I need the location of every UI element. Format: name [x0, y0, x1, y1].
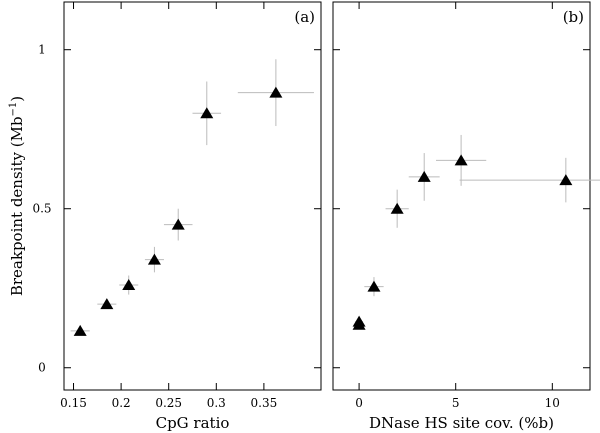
x-tick-label: 0.2: [112, 396, 131, 410]
x-tick-label: 0.35: [251, 396, 278, 410]
panel-label: (b): [563, 8, 584, 26]
plot-frame: [63, 1, 322, 391]
x-axis-label: CpG ratio: [156, 414, 230, 432]
point: [100, 298, 114, 310]
x-tick-label: 0.15: [60, 396, 87, 410]
y-axis-label-sup: −1: [8, 102, 19, 117]
point: [454, 154, 468, 166]
y-axis-label-main: Breakpoint density (Mb: [8, 116, 26, 296]
y-tick-label: 1: [38, 43, 46, 57]
point: [147, 253, 161, 265]
point: [122, 279, 136, 291]
point: [559, 174, 573, 186]
point: [200, 107, 214, 119]
x-tick-label: 5: [452, 396, 460, 410]
y-axis-label: Breakpoint density (Mb−1): [8, 96, 26, 296]
x-tick-label: 0.3: [207, 396, 226, 410]
point: [352, 318, 366, 330]
y-tick-label: 0.5: [32, 202, 51, 216]
panel-label: (a): [294, 8, 315, 26]
x-tick-label: 0: [355, 396, 363, 410]
plot-frame: [332, 1, 591, 391]
point: [171, 218, 185, 230]
point: [367, 280, 381, 292]
x-tick-label: 10: [545, 396, 560, 410]
point: [269, 86, 283, 98]
point: [417, 170, 431, 182]
x-axis-label: DNase HS site cov. (%b): [369, 414, 554, 432]
point: [73, 324, 87, 336]
y-axis-label-end: ): [8, 96, 26, 102]
x-tick-label: 0.25: [155, 396, 182, 410]
y-tick-label: 0: [38, 361, 46, 375]
point: [390, 202, 404, 214]
